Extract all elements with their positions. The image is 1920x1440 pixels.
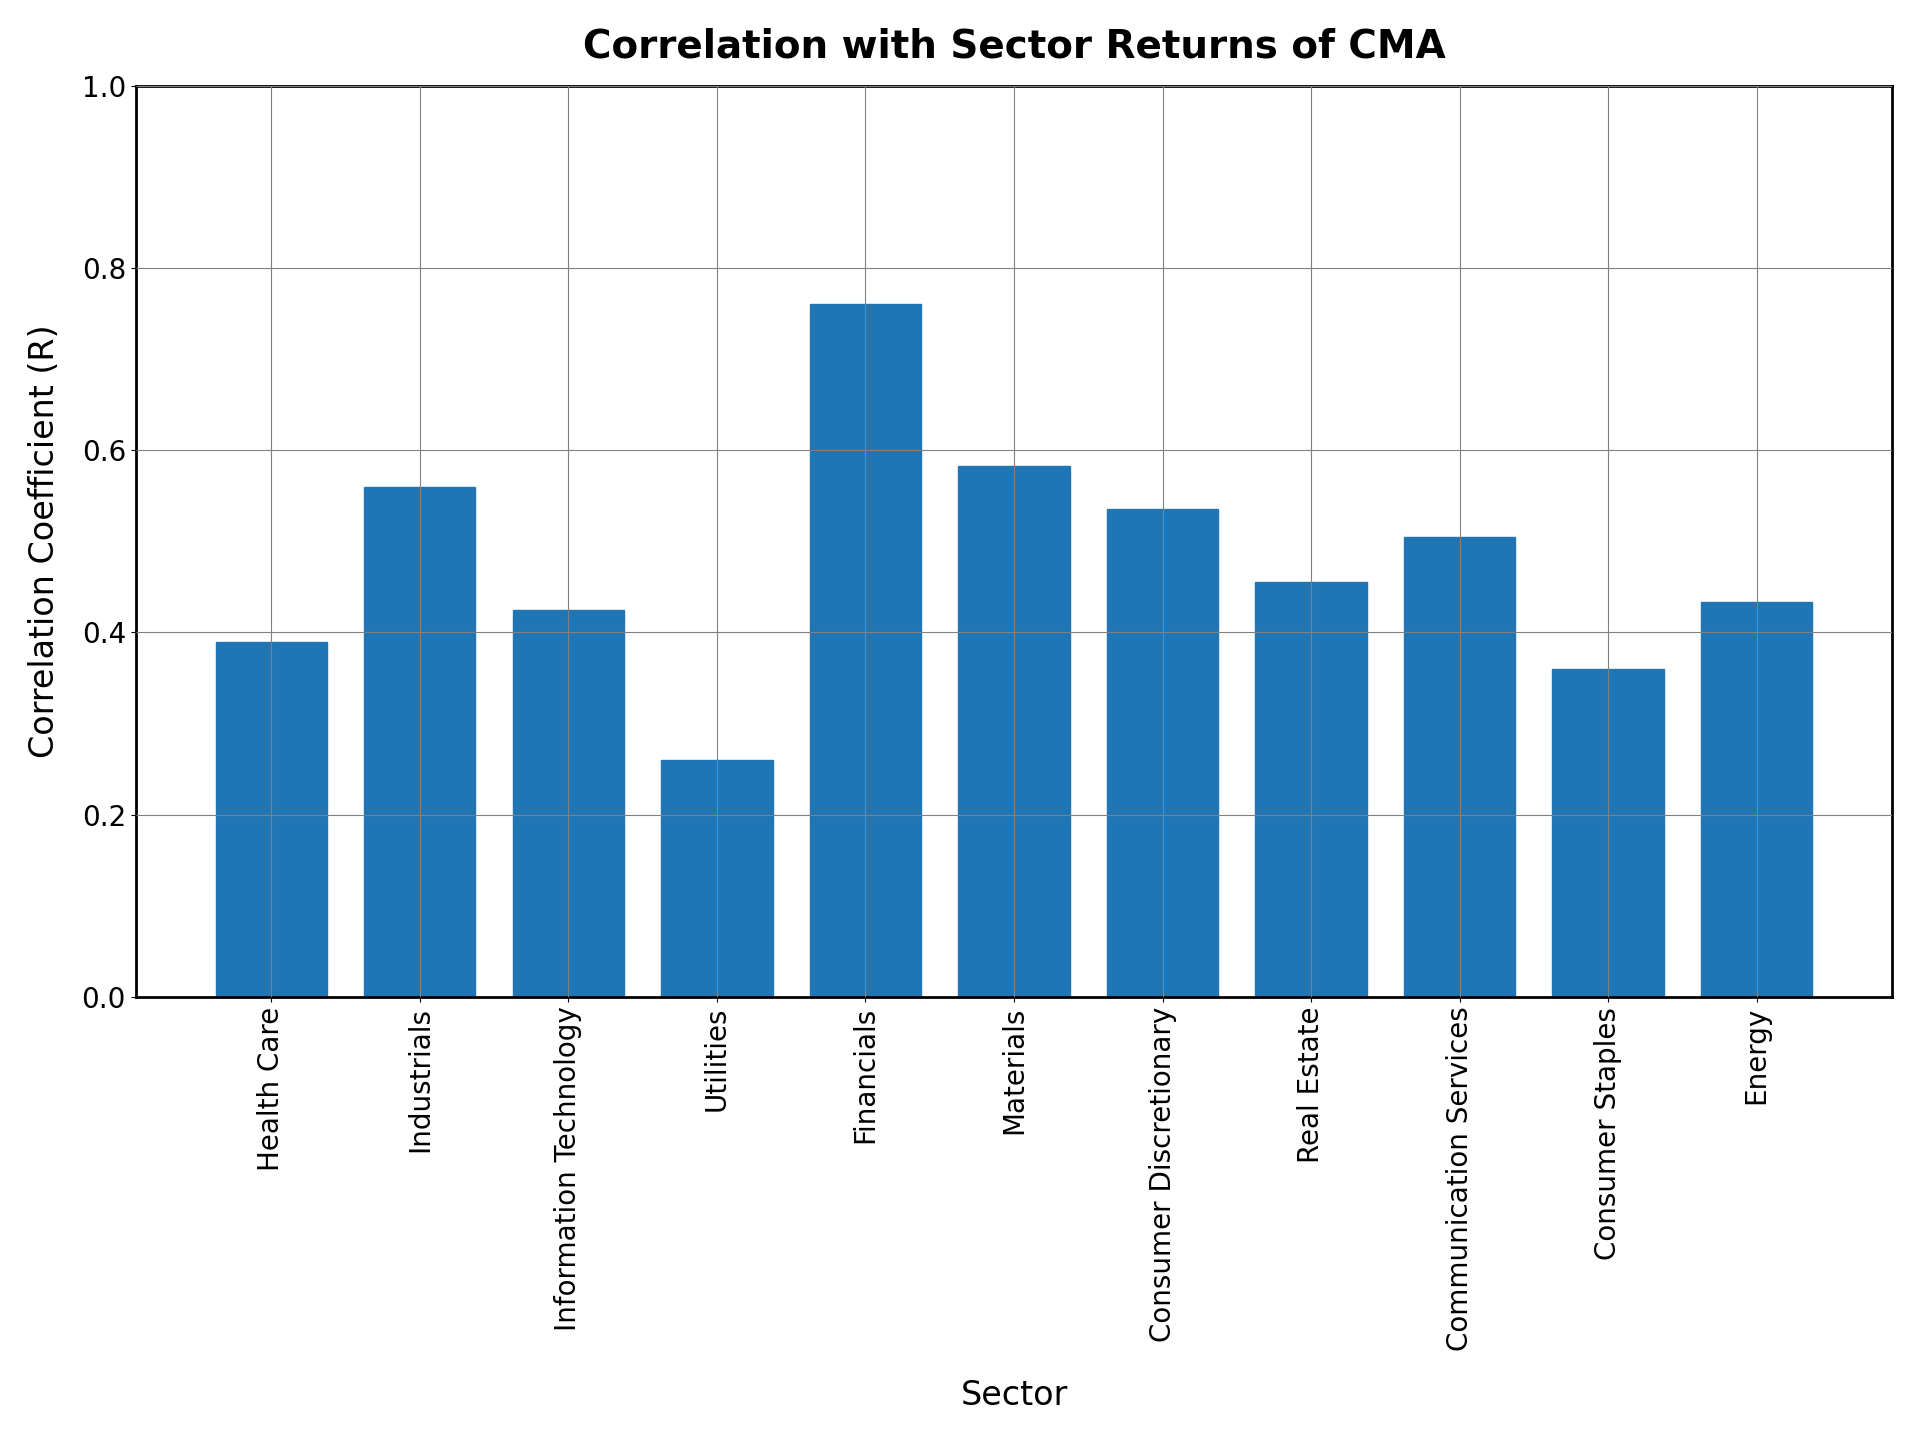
Bar <box>1701 602 1812 996</box>
Title: Correlation with Sector Returns of CMA: Correlation with Sector Returns of CMA <box>582 27 1446 66</box>
Bar <box>1404 537 1515 996</box>
Y-axis label: Correlation Coefficient (R): Correlation Coefficient (R) <box>27 324 61 757</box>
Bar <box>958 465 1069 996</box>
Bar <box>810 304 922 996</box>
Bar <box>215 641 326 996</box>
Bar <box>1106 510 1217 996</box>
Bar <box>513 609 624 996</box>
Bar <box>1256 582 1367 996</box>
X-axis label: Sector: Sector <box>960 1380 1068 1413</box>
Bar <box>660 760 772 996</box>
Bar <box>365 487 476 996</box>
Bar <box>1553 668 1665 996</box>
